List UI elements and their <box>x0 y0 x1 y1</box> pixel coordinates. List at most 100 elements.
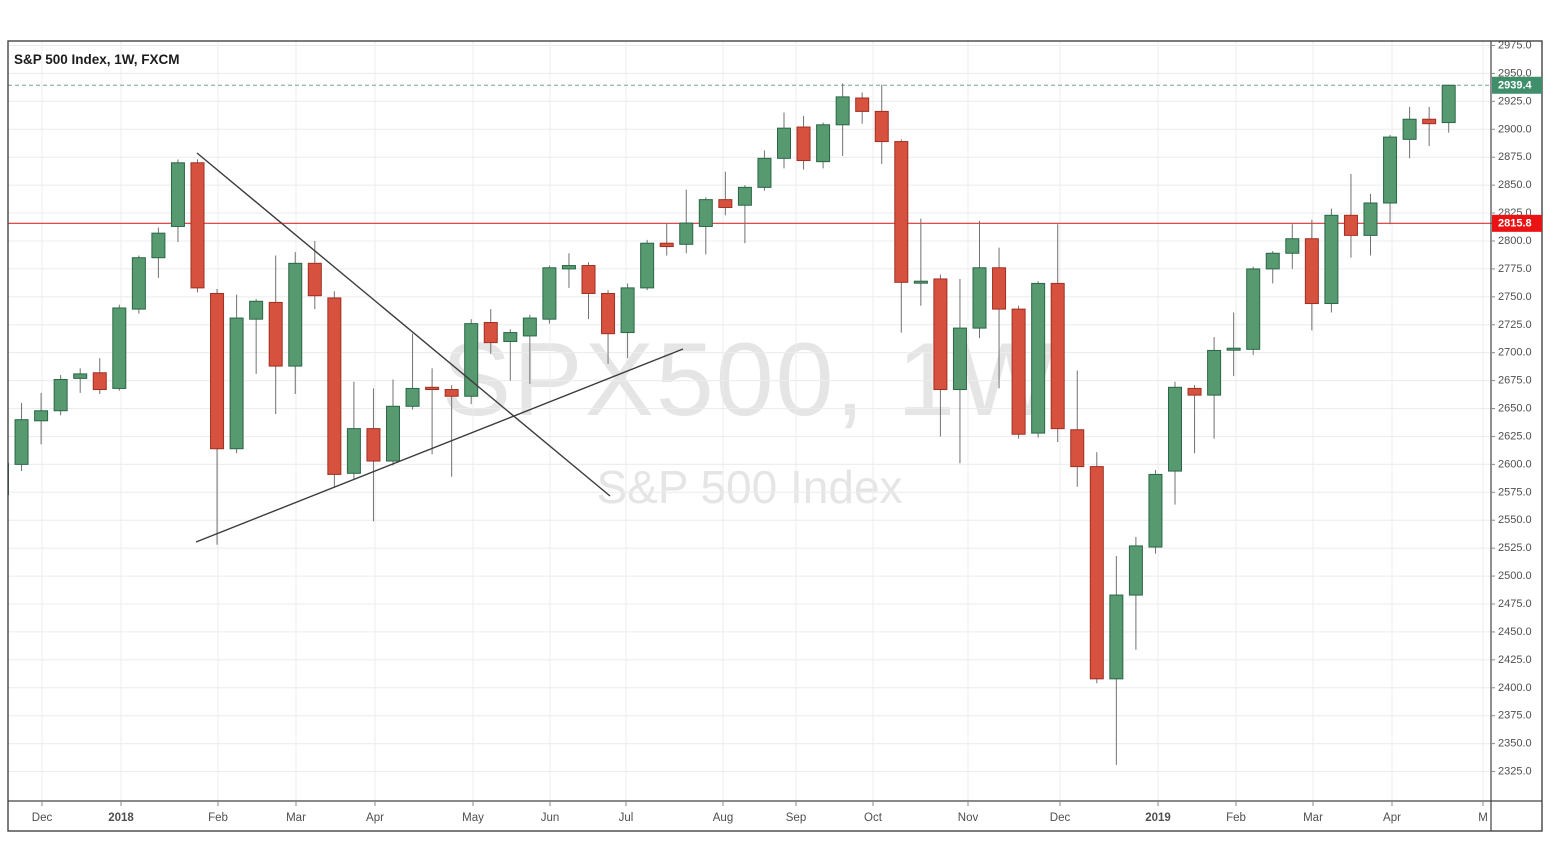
candle <box>1285 224 1300 269</box>
candle <box>1050 224 1065 443</box>
candle <box>464 319 479 405</box>
price-tick-label: 2525.0 <box>1498 542 1532 554</box>
candle <box>1265 251 1280 284</box>
price-tick-label: 2850.0 <box>1498 179 1532 191</box>
price-tick-label: 2650.0 <box>1498 403 1532 415</box>
candle <box>131 255 146 314</box>
time-tick-label: Jul <box>619 812 634 824</box>
candle <box>1226 312 1241 377</box>
alert-price-badge: 2815.8 <box>1492 214 1542 232</box>
candle <box>405 333 420 410</box>
gridlines <box>8 41 1491 801</box>
candle <box>777 112 791 169</box>
candle <box>229 294 244 454</box>
time-axis[interactable]: Dec 2018 Feb Mar Apr May Jun Jul Aug Sep Oct Nov Dec… <box>32 801 1488 824</box>
price-tick-label: 2600.0 <box>1498 458 1532 470</box>
trend-line-ascending[interactable] <box>195 348 684 543</box>
time-tick-label: 2018 <box>108 812 134 824</box>
candle <box>1383 134 1398 225</box>
price-tick-label: 2725.0 <box>1498 319 1532 331</box>
candle <box>1207 337 1222 439</box>
candle <box>151 227 166 278</box>
candle <box>933 274 948 437</box>
candle <box>112 304 127 391</box>
candle <box>581 262 596 320</box>
candle <box>659 223 674 256</box>
candle <box>1089 452 1104 684</box>
candles-layer <box>8 83 1456 765</box>
candle <box>1031 281 1046 438</box>
candle <box>327 291 342 487</box>
time-tick-label: Dec <box>1050 812 1071 824</box>
candle <box>1246 266 1261 355</box>
price-tick-label: 2450.0 <box>1498 626 1532 638</box>
candle <box>757 150 772 191</box>
candle <box>1304 219 1319 331</box>
chart-legend-title: S&P 500 Index, 1W, FXCM <box>14 52 180 67</box>
candle <box>737 185 752 244</box>
candle <box>1363 194 1378 256</box>
time-tick-label: Oct <box>864 812 883 824</box>
candle <box>698 197 713 255</box>
candle <box>92 358 107 395</box>
candle <box>972 220 987 339</box>
candle <box>1148 469 1163 554</box>
candle <box>1070 370 1085 487</box>
candle <box>444 385 459 477</box>
price-tick-label: 2350.0 <box>1498 738 1532 750</box>
price-tick-label: 2475.0 <box>1498 598 1532 610</box>
candle <box>1011 305 1026 439</box>
candle <box>1343 173 1358 258</box>
trend-line-descending[interactable] <box>196 152 611 497</box>
price-axis[interactable]: 2975.02950.02925.02900.02875.02850.02825… <box>1491 40 1532 778</box>
price-tick-label: 2425.0 <box>1498 654 1532 666</box>
time-tick-label: Feb <box>1226 812 1246 824</box>
candle <box>1109 555 1124 765</box>
candle <box>1324 208 1339 313</box>
time-tick-label: Feb <box>208 812 228 824</box>
price-tick-label: 2675.0 <box>1498 375 1532 387</box>
price-tick-label: 2625.0 <box>1498 430 1532 442</box>
candle <box>386 379 400 466</box>
candle <box>952 278 967 464</box>
candle <box>1128 536 1143 650</box>
price-tick-label: 2775.0 <box>1498 263 1532 275</box>
candle <box>210 289 225 545</box>
price-tick-label: 2975.0 <box>1498 40 1532 52</box>
candle <box>894 139 909 333</box>
candle <box>249 299 264 374</box>
time-tick-label: Sep <box>786 812 806 824</box>
candle <box>835 83 850 157</box>
candle <box>1441 84 1456 133</box>
candle <box>346 381 361 481</box>
candle <box>190 159 205 293</box>
price-tick-label: 2800.0 <box>1498 235 1532 247</box>
time-tick-label: Jun <box>541 812 560 824</box>
price-tick-label: 2500.0 <box>1498 570 1532 582</box>
time-tick-label: M <box>1478 812 1488 824</box>
svg-text:2815.8: 2815.8 <box>1498 217 1532 229</box>
price-tick-label: 2550.0 <box>1498 514 1532 526</box>
candle <box>483 309 498 354</box>
candle <box>14 402 29 472</box>
candle <box>503 329 518 381</box>
candle <box>522 314 537 384</box>
price-tick-label: 2400.0 <box>1498 682 1532 694</box>
last-price-badge: 2939.4 <box>1492 76 1542 94</box>
candle <box>425 368 440 455</box>
time-tick-label: Dec <box>32 812 53 824</box>
candle <box>366 388 381 522</box>
candle <box>53 375 68 416</box>
candle <box>307 240 322 310</box>
candle <box>73 368 88 393</box>
time-tick-label: Apr <box>366 812 384 824</box>
price-tick-label: 2900.0 <box>1498 123 1532 135</box>
candle <box>640 239 655 291</box>
price-tick-label: 2700.0 <box>1498 347 1532 359</box>
time-tick-label: Nov <box>958 812 979 824</box>
price-tick-label: 2750.0 <box>1498 291 1532 303</box>
candle <box>718 171 733 216</box>
price-tick-label: 2875.0 <box>1498 151 1532 163</box>
candle <box>561 253 576 288</box>
